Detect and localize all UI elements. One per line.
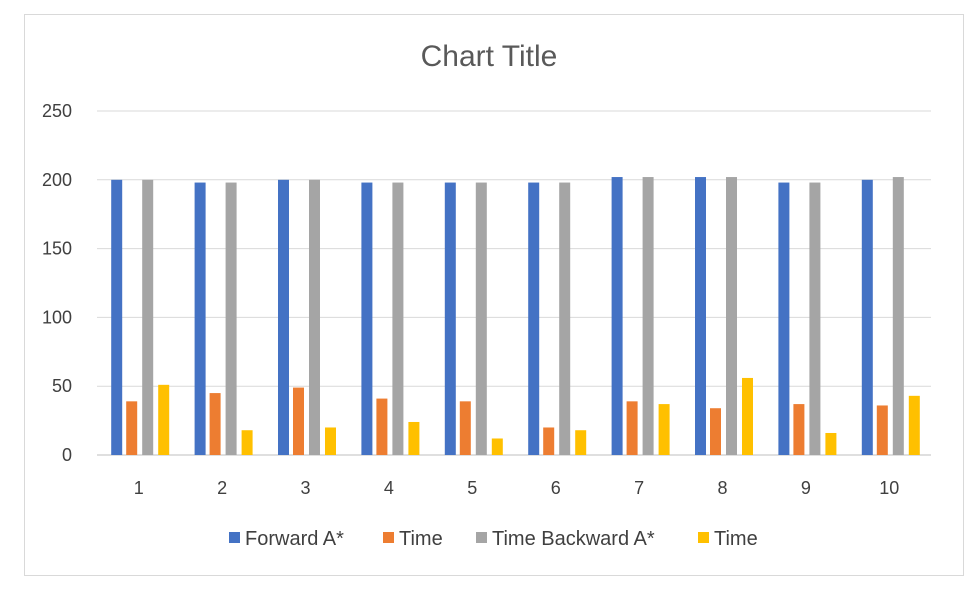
- gridlines: [97, 110, 931, 456]
- bar-series-1-cat-6: [528, 182, 540, 455]
- bar-series-2-cat-5: [459, 401, 471, 455]
- bar-series-2-cat-7: [626, 401, 638, 455]
- bar-series-4-cat-4: [408, 421, 420, 455]
- bar-series-1-cat-5: [444, 182, 456, 455]
- bar-series-2-cat-3: [293, 387, 304, 455]
- bar-series-3-cat-7: [642, 177, 654, 455]
- bar-series-4-cat-3: [325, 427, 336, 455]
- bar-series-4-cat-2: [241, 430, 253, 455]
- bar-series-4-cat-1: [158, 384, 170, 455]
- bar-series-3-cat-8: [726, 177, 737, 455]
- bar-series-4-cat-10: [908, 395, 920, 455]
- bar-series-2-cat-8: [710, 408, 721, 455]
- legend-swatch: [229, 532, 240, 543]
- bar-series-1-cat-8: [695, 177, 706, 455]
- y-tick-label: 150: [42, 239, 72, 259]
- y-axis-ticks: 0 50 100 150 200 250: [42, 101, 72, 465]
- legend-swatch: [698, 532, 709, 543]
- x-tick-label: 4: [384, 478, 394, 498]
- y-tick-label: 0: [62, 445, 72, 465]
- legend-label: Forward A*: [245, 528, 344, 550]
- bar-series-4-cat-5: [491, 438, 503, 455]
- bar-series-2-cat-9: [793, 404, 805, 455]
- bar-series-3-cat-5: [475, 182, 487, 455]
- x-tick-label: 6: [551, 478, 561, 498]
- chart-title: Chart Title: [421, 40, 558, 73]
- bar-series-1-cat-9: [778, 182, 790, 455]
- bar-series-1-cat-4: [361, 182, 373, 455]
- bar-series-3-cat-3: [309, 179, 320, 456]
- legend-swatch: [383, 532, 394, 543]
- bars: [111, 177, 920, 456]
- bar-series-4-cat-9: [825, 432, 837, 455]
- bar-series-4-cat-8: [742, 377, 753, 455]
- bar-series-1-cat-1: [111, 179, 123, 456]
- bar-series-4-cat-6: [575, 430, 587, 455]
- bar-series-1-cat-2: [194, 182, 206, 455]
- x-tick-label: 5: [467, 478, 477, 498]
- x-tick-label: 10: [879, 478, 899, 498]
- legend-label: Time: [399, 528, 443, 550]
- x-tick-label: 8: [717, 478, 727, 498]
- bar-series-3-cat-9: [809, 182, 821, 455]
- chart-frame: [24, 14, 964, 576]
- bar-series-3-cat-2: [225, 182, 237, 455]
- y-tick-label: 200: [42, 170, 72, 190]
- bar-series-2-cat-4: [376, 398, 388, 455]
- legend-label: Time: [714, 528, 758, 550]
- legend: Forward A* Time Time Backward A* Time: [229, 528, 758, 550]
- bar-series-1-cat-10: [861, 179, 873, 456]
- bar-series-2-cat-2: [209, 393, 221, 455]
- bar-series-2-cat-6: [543, 427, 555, 455]
- x-tick-label: 9: [801, 478, 811, 498]
- bar-series-3-cat-6: [559, 182, 571, 455]
- x-axis-ticks: 1 2 3 4 5 6 7 8 9 10: [134, 478, 900, 498]
- y-tick-label: 50: [52, 376, 72, 396]
- legend-swatch: [476, 532, 487, 543]
- y-tick-label: 250: [42, 101, 72, 121]
- legend-label: Time Backward A*: [492, 528, 655, 550]
- bar-series-4-cat-7: [658, 404, 670, 455]
- bar-series-2-cat-1: [126, 401, 138, 455]
- bar-series-3-cat-1: [142, 179, 154, 456]
- bar-series-3-cat-4: [392, 182, 404, 455]
- bar-series-1-cat-7: [611, 177, 623, 455]
- x-tick-label: 1: [134, 478, 144, 498]
- bar-series-2-cat-10: [876, 405, 888, 455]
- x-tick-label: 7: [634, 478, 644, 498]
- y-tick-label: 100: [42, 307, 72, 327]
- x-tick-label: 3: [300, 478, 310, 498]
- x-tick-label: 2: [217, 478, 227, 498]
- bar-series-1-cat-3: [278, 179, 289, 456]
- bar-series-3-cat-10: [892, 177, 904, 455]
